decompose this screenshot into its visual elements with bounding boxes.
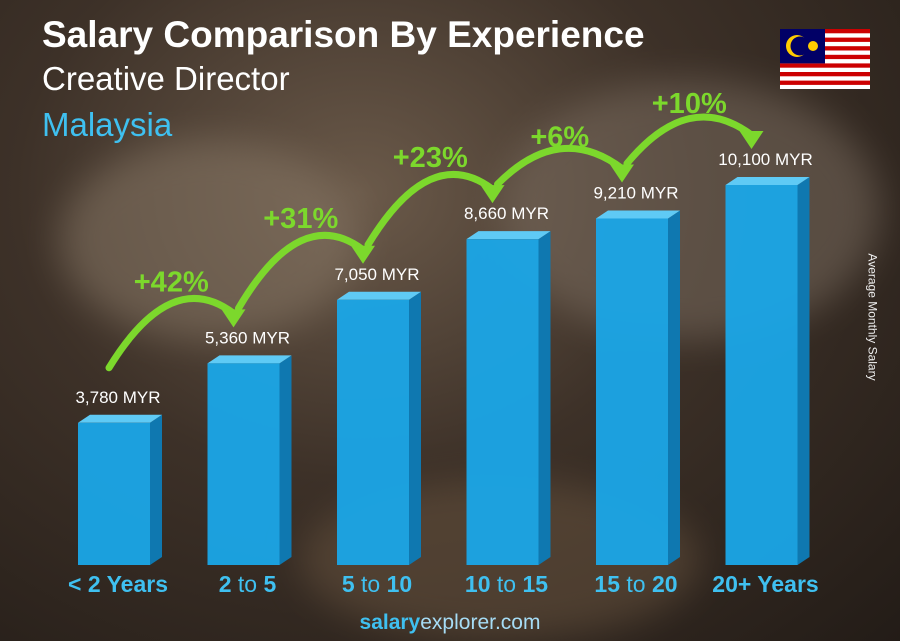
category-label: 15 to 20 [594,571,677,597]
bar-side [797,177,810,565]
bar-top [466,231,551,240]
bar [725,185,798,565]
bar [466,239,539,565]
arrow-head-icon [739,131,764,149]
country: Malaysia [42,106,173,143]
bar-top [337,291,421,300]
chart-title: Salary Comparison By Experience [42,14,645,55]
percent-change-label: +10% [652,88,727,120]
bar [207,363,280,565]
category-label: < 2 Years [68,571,168,597]
malaysia-flag-icon [780,29,870,89]
bar [596,218,668,565]
bar-side [150,414,162,565]
bar-side [668,210,680,565]
arrow-head-icon [351,245,375,264]
percent-change-label: +42% [134,266,209,298]
bar-top [596,210,680,219]
value-label: 8,660 MYR [464,204,549,223]
category-label: 20+ Years [712,571,818,597]
percent-change-label: +31% [263,203,338,235]
change-arrow [105,295,237,372]
job-title: Creative Director [42,60,290,97]
bar-top [207,355,292,364]
bar-top [78,414,162,423]
value-label: 9,210 MYR [593,183,678,202]
bar [78,422,150,565]
brand-rest: explorer.com [420,611,541,634]
arrow-head-icon [610,164,634,183]
brand-bold: salary [359,611,421,634]
category-label: 10 to 15 [465,571,548,597]
y-axis-label: Average Monthly Salary [865,253,880,381]
change-arrow [494,144,626,188]
bar-top [725,177,810,185]
change-arrow [235,231,367,312]
bar-side [538,231,551,565]
value-label: 10,100 MYR [718,150,813,169]
bar-side [409,291,421,565]
value-label: 7,050 MYR [334,265,419,284]
value-label: 5,360 MYR [205,328,290,347]
category-label: 5 to 10 [342,571,412,597]
category-label: 2 to 5 [219,571,277,597]
change-arrow [364,171,496,249]
background-blur [500,80,880,340]
arrow-head-icon [480,185,505,204]
value-label: 3,780 MYR [75,388,160,407]
percent-change-label: +6% [530,121,589,153]
bar [337,299,409,565]
bar-side [279,355,292,565]
percent-change-label: +23% [393,142,468,174]
arrow-head-icon [221,309,246,328]
footer-brand: salaryexplorer.com [0,611,900,635]
change-arrow [623,113,755,167]
